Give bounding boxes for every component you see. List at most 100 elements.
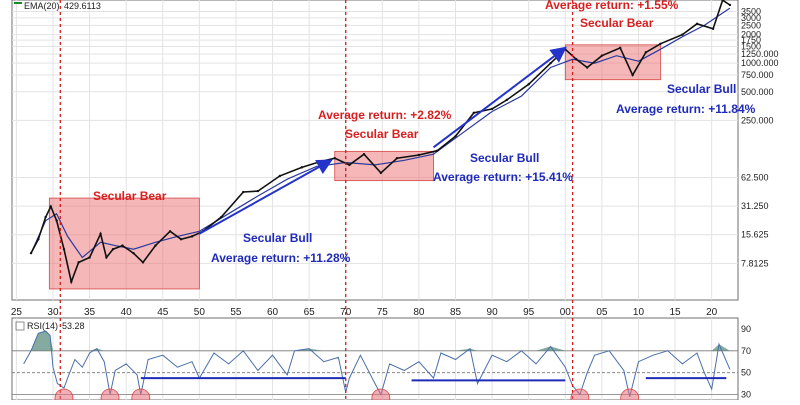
secular-bear-label: Secular Bear: [93, 189, 167, 203]
price-point: [490, 107, 494, 111]
y-tick-label: 62.500: [741, 173, 769, 183]
secular-bull-label: Secular Bull: [243, 231, 312, 245]
secular-bear-label: Secular Bear: [580, 16, 654, 30]
price-point: [644, 51, 647, 54]
rsi-legend-label: RSI(14): [27, 321, 58, 331]
x-tick-label: 65: [304, 307, 316, 318]
price-point: [168, 230, 172, 233]
average-return-label: Average return: +11.28%: [211, 251, 351, 265]
price-point: [728, 3, 732, 7]
rsi-legend-value: 53.28: [62, 321, 85, 331]
x-tick-label: 15: [669, 307, 681, 318]
price-point: [62, 248, 66, 251]
rsi-y-tick-label: 90: [741, 324, 751, 334]
x-tick-label: 55: [230, 307, 242, 318]
price-point: [141, 261, 145, 264]
x-tick-label: 40: [121, 307, 133, 318]
price-point: [711, 27, 715, 31]
price-point: [37, 238, 40, 241]
ema-legend-label: EMA(20): [24, 1, 60, 11]
y-tick-label: 15.625: [741, 230, 769, 240]
average-return-label: Average return: +2.82%: [318, 108, 452, 122]
x-tick-label: 25: [11, 307, 23, 318]
x-tick-label: 70: [340, 307, 352, 318]
y-tick-label: 31.250: [741, 201, 769, 211]
x-tick-label: 10: [633, 307, 645, 318]
price-point: [505, 98, 508, 102]
y-tick-label: 3000: [741, 13, 761, 23]
price-point: [575, 58, 578, 61]
price-point: [362, 153, 366, 156]
average-return-label: Average return: +11.84%: [616, 102, 756, 116]
price-point: [29, 251, 33, 255]
x-tick-label: 95: [523, 307, 535, 318]
price-point: [586, 66, 589, 69]
price-point: [600, 54, 604, 57]
price-point: [300, 166, 304, 169]
x-tick-label: 75: [377, 307, 389, 318]
y-tick-label: 1000.000: [741, 58, 779, 68]
x-tick-label: 20: [706, 307, 718, 318]
price-point: [70, 280, 73, 283]
grid-layer: [12, 0, 738, 400]
y-tick-label: 500.000: [741, 87, 774, 97]
y-tick-label: 7.8125: [741, 258, 769, 268]
y-tick-label: 2000: [741, 30, 761, 40]
annotation-layer: Secular Bear Secular Bull Average return: …: [54, 0, 756, 405]
bull-trend-arrow: [198, 159, 333, 235]
x-tick-label: 85: [450, 307, 462, 318]
y-tick-label: 1250.000: [741, 49, 779, 59]
x-tick-label: 00: [560, 307, 572, 318]
price-point: [348, 163, 351, 167]
x-tick-label: 05: [596, 307, 608, 318]
price-point: [77, 261, 80, 264]
axis-layer: 25 30 35 40 45 50 55 60 65 70 75 80 85 90 95 00 05 10 15 20…: [11, 7, 779, 400]
x-tick-label: 80: [413, 307, 425, 318]
price-point: [121, 244, 124, 247]
x-tick-label: 50: [194, 307, 206, 318]
rsi-panel: [11, 317, 739, 401]
price-point: [318, 160, 322, 163]
x-tick-label: 60: [267, 307, 279, 318]
y-tick-label: 2500: [741, 20, 761, 30]
price-point: [111, 248, 115, 251]
price-point: [721, 0, 724, 2]
price-point: [527, 83, 530, 86]
price-point: [436, 149, 439, 152]
y-tick-label: 250.000: [741, 115, 774, 125]
y-tick-label: 1500: [741, 41, 761, 51]
x-tick-label: 45: [157, 307, 169, 318]
secular-bear-label: Secular Bear: [345, 127, 419, 141]
ema-legend-value: 429.6113: [64, 1, 101, 11]
price-point: [154, 244, 157, 247]
y-tick-label: 1750: [741, 35, 761, 45]
ema-legend-swatch: [14, 2, 22, 4]
price-point: [256, 189, 260, 193]
price-point: [105, 256, 108, 259]
y-tick-label: 3500: [741, 7, 761, 17]
price-point: [99, 232, 102, 235]
y-tick-label: 750.000: [741, 70, 774, 80]
price-point: [179, 238, 183, 241]
price-point: [618, 46, 622, 50]
price-point: [681, 33, 684, 36]
price-point: [55, 219, 58, 222]
secular-bull-label: Secular Bull: [667, 82, 736, 96]
bull-trend-arrow: [432, 46, 567, 149]
price-point: [132, 251, 135, 255]
price-point: [472, 111, 476, 115]
price-point: [44, 215, 47, 219]
price-point: [549, 61, 552, 65]
price-point: [379, 171, 383, 175]
average-return-label: Average return: +1.55%: [545, 0, 679, 12]
price-point: [333, 156, 336, 160]
legend-layer: EMA(20) 429.6113 RSI(14) 53.28: [14, 1, 101, 331]
rsi-y-tick-label: 70: [741, 346, 751, 356]
price-point: [278, 174, 282, 178]
price-point: [659, 42, 662, 45]
rsi-y-tick-label: 30: [741, 390, 751, 400]
period-boxes-layer: [48, 44, 661, 290]
x-tick-label: 90: [487, 307, 499, 318]
secular-bull-label: Secular Bull: [470, 151, 539, 165]
